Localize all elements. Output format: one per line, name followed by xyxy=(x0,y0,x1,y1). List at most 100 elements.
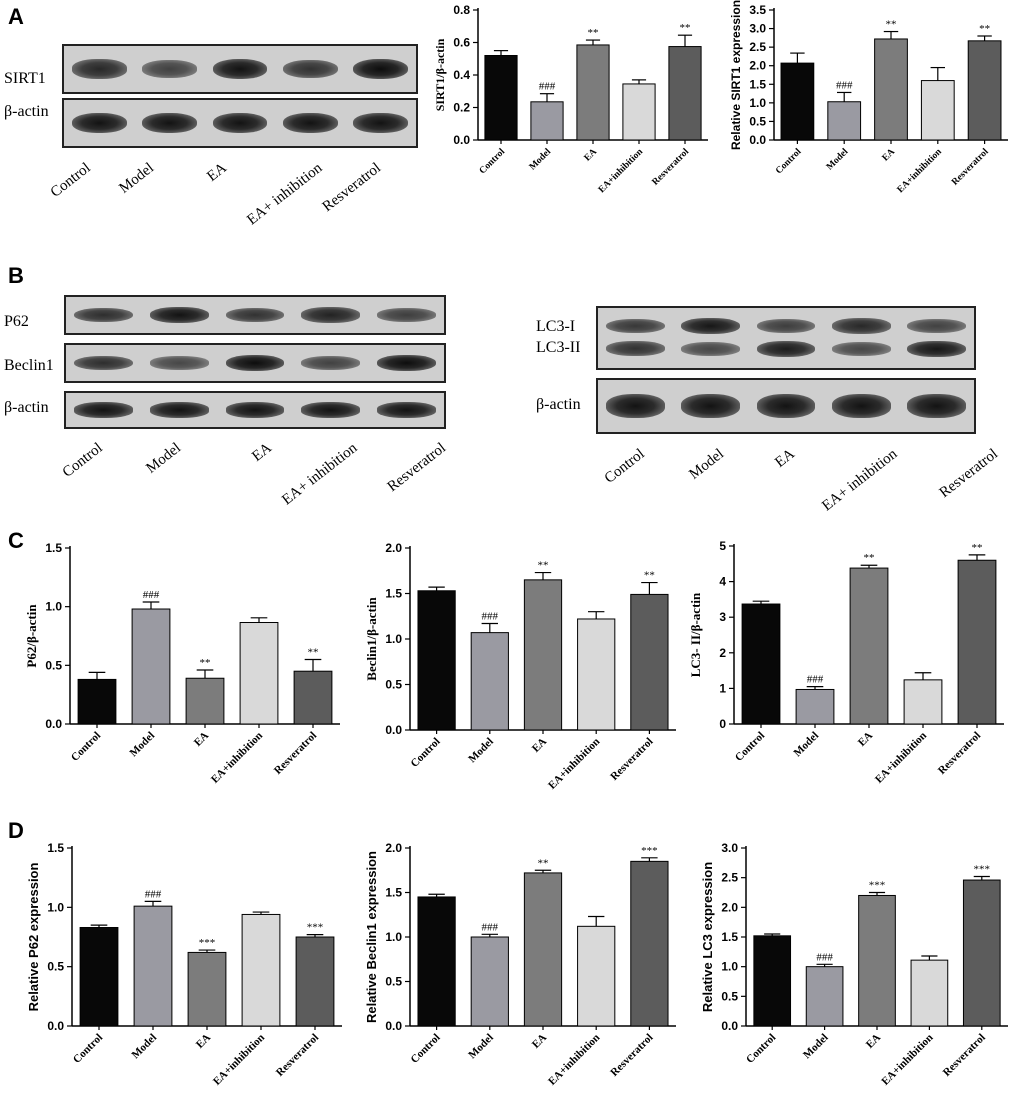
blot-b2-lane-label-ea: EA xyxy=(772,446,798,471)
blot-label-p62: P62 xyxy=(4,313,29,330)
x-category-label: Control xyxy=(408,1032,442,1066)
blot-band xyxy=(681,317,741,335)
y-tick-label: 0.5 xyxy=(749,114,766,128)
chart-p62-expression: 0.0 0.5 1.0 1.5 Relative P62 expression Contr… xyxy=(26,841,342,1088)
bar xyxy=(79,927,119,1027)
y-axis-title: Relative LC3 expression xyxy=(700,862,715,1012)
x-category-label: EA xyxy=(864,1032,883,1051)
y-tick-label: 0.5 xyxy=(385,975,402,989)
x-category-label: EA xyxy=(583,147,600,164)
y-tick-label: 1.5 xyxy=(385,886,402,900)
y-tick-label: 0.2 xyxy=(453,101,470,115)
blot-label-beta-actin-b: β-actin xyxy=(4,399,49,416)
blot-band xyxy=(606,318,665,334)
bar xyxy=(484,55,518,141)
blot-lane-label-control: Control xyxy=(47,160,94,201)
y-tick-label: 1.5 xyxy=(45,541,62,555)
bar xyxy=(576,44,610,141)
bar xyxy=(805,966,844,1027)
y-tick-label: 0.5 xyxy=(721,989,738,1003)
bar xyxy=(470,936,509,1027)
significance-label: ** xyxy=(200,657,211,669)
bar xyxy=(795,688,835,725)
y-tick-label: 1.5 xyxy=(385,587,402,601)
x-category-label: Resveratrol xyxy=(274,1032,321,1079)
bar xyxy=(293,670,333,725)
blot-band xyxy=(376,307,436,322)
significance-label: ### xyxy=(816,951,833,963)
blot-band xyxy=(142,112,198,134)
bar xyxy=(630,860,669,1027)
y-tick-label: 2.0 xyxy=(749,59,766,73)
y-axis-title: LC3- II/β-actin xyxy=(688,592,703,677)
bar xyxy=(295,936,335,1027)
significance-label: ** xyxy=(644,570,655,582)
blot-lane-label-model: Model xyxy=(116,160,158,197)
significance-label: ** xyxy=(538,560,549,572)
bar xyxy=(622,83,656,141)
y-tick-label: 1.5 xyxy=(721,930,738,944)
y-axis-title: P62/β-actin xyxy=(24,604,39,668)
chart-beclin1-ratio: 0.0 0.5 1.0 1.5 2.0 Beclin1/β-actin Control ###… xyxy=(364,541,676,792)
blot-band xyxy=(212,112,268,134)
blot-band xyxy=(142,60,198,78)
y-tick-label: 1.0 xyxy=(47,900,64,914)
blot-band xyxy=(831,341,891,356)
bar xyxy=(241,913,281,1027)
x-category-label: Resveratrol xyxy=(936,730,983,777)
x-category-label: EA xyxy=(192,730,211,749)
blot-band xyxy=(71,112,127,134)
blot-band xyxy=(301,356,361,370)
significance-label: ** xyxy=(864,552,875,564)
blot-band xyxy=(225,354,285,372)
bar xyxy=(903,679,943,725)
blot-band xyxy=(71,59,127,79)
y-tick-label: 2.5 xyxy=(749,40,766,54)
x-category-label: Control xyxy=(733,730,767,764)
y-tick-label: 4 xyxy=(719,575,726,589)
bar xyxy=(577,618,616,731)
y-tick-label: 2.0 xyxy=(385,841,402,855)
blot-strip-beclin1 xyxy=(64,343,446,383)
chart-sirt1-expression: 0.0 0.5 1.0 1.5 2.0 2.5 3.0 3.5 Relative SIRT1 e… xyxy=(729,0,1008,195)
y-axis-title: SIRT1/β-actin xyxy=(433,38,447,111)
blot-b2-lane-label-model: Model xyxy=(686,446,728,483)
x-category-label: Model xyxy=(129,1032,159,1062)
x-category-label: Model xyxy=(791,730,821,760)
blot-band xyxy=(149,402,209,418)
blot-band xyxy=(606,341,665,357)
x-category-label: Control xyxy=(774,147,804,177)
significance-label: ** xyxy=(972,542,983,554)
blot-band xyxy=(74,355,134,371)
y-axis-title: Beclin1/β-actin xyxy=(364,597,379,681)
y-tick-label: 1 xyxy=(719,681,726,695)
x-category-label: Control xyxy=(744,1032,778,1066)
blot-band xyxy=(756,340,816,357)
significance-label: ### xyxy=(145,888,162,900)
blot-band xyxy=(756,394,816,418)
x-category-label: EA xyxy=(194,1032,213,1051)
bar xyxy=(185,677,225,725)
significance-label: ### xyxy=(539,81,556,93)
y-axis-title: Relative SIRT1 expression xyxy=(729,0,743,150)
x-category-label: EA+inhibition xyxy=(211,1032,267,1088)
blot-b-lane-label-model: Model xyxy=(143,440,185,477)
y-axis-title: Relative P62 expression xyxy=(26,863,41,1012)
blot-strip-sirt1 xyxy=(62,44,418,94)
bar xyxy=(858,894,896,1027)
blot-b2-lane-label-control: Control xyxy=(601,446,648,487)
bar xyxy=(239,622,279,725)
blot-band xyxy=(282,59,338,79)
bar xyxy=(417,590,456,731)
x-category-label: Model xyxy=(528,147,554,173)
blot-label-beclin1: Beclin1 xyxy=(4,357,54,374)
blot-band xyxy=(149,356,209,370)
y-tick-label: 2.5 xyxy=(721,871,738,885)
bar xyxy=(780,62,815,141)
bar xyxy=(187,951,227,1027)
blot-band xyxy=(907,318,966,334)
y-tick-label: 3.5 xyxy=(749,3,766,17)
y-tick-label: 0.6 xyxy=(453,36,470,50)
y-tick-label: 0 xyxy=(719,717,726,731)
chart-p62-ratio: 0.0 0.5 1.0 1.5 P62/β-actin Control ### Model **… xyxy=(24,541,340,786)
